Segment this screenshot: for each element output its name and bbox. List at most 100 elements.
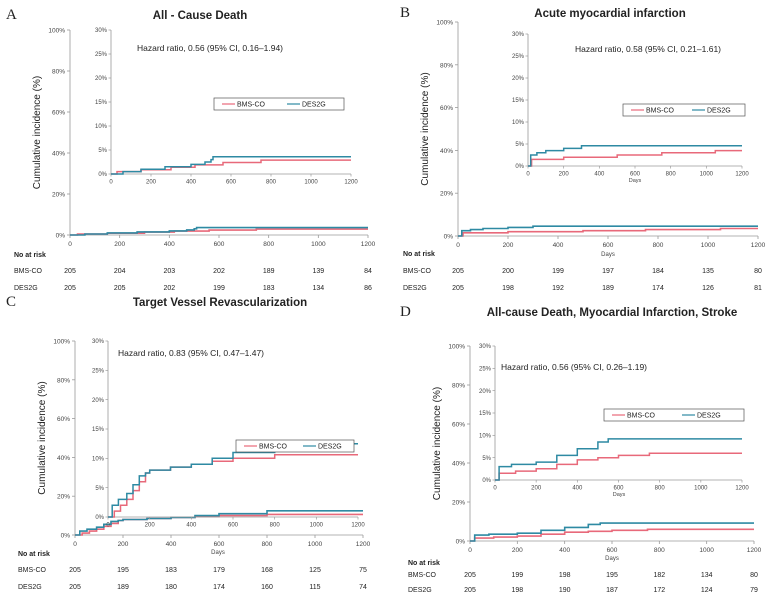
main-y-tick-label: 0% [56, 233, 66, 240]
main-x-tick-label: 1200 [356, 541, 371, 548]
main-x-tick-label: 200 [512, 547, 523, 554]
risk-value: 115 [309, 584, 320, 591]
main-x-tick-label: 1000 [311, 241, 326, 248]
inset-x-tick-label: 1200 [735, 172, 749, 178]
inset-x-axis-label: Days [613, 492, 626, 498]
risk-value: 139 [312, 268, 324, 275]
main-y-tick-label: 40% [440, 148, 453, 155]
main-x-tick-label: 800 [262, 541, 273, 548]
main-x-tick-label: 1000 [701, 242, 716, 249]
risk-value: 86 [364, 285, 372, 292]
risk-value: 84 [364, 268, 372, 275]
inset-x-tick-label: 1200 [344, 180, 358, 186]
main-series-des2g [470, 522, 754, 542]
risk-value: 183 [263, 285, 275, 292]
risk-row-label: BMS-CO [14, 268, 43, 275]
hazard-ratio-text: Hazard ratio, 0.58 (95% CI, 0.21–1.61) [575, 44, 721, 54]
inset-y-tick-label: 20% [95, 76, 108, 82]
risk-value: 182 [653, 572, 665, 579]
risk-value: 174 [213, 584, 225, 591]
risk-value: 197 [602, 268, 614, 275]
inset-y-tick-label: 0% [95, 515, 104, 521]
risk-value: 202 [213, 268, 225, 275]
inset-x-tick-label: 400 [186, 523, 197, 529]
main-x-tick-label: 0 [456, 242, 460, 249]
main-y-tick-label: 80% [452, 383, 465, 390]
risk-value: 189 [117, 584, 129, 591]
inset-y-tick-label: 30% [92, 339, 105, 345]
risk-value: 80 [750, 572, 758, 579]
main-x-tick-label: 0 [73, 541, 77, 548]
main-x-tick-label: 400 [164, 241, 175, 248]
risk-row-label: DES2G [408, 587, 432, 594]
legend-box [213, 97, 345, 111]
risk-value: 80 [754, 268, 762, 275]
risk-value: 81 [754, 285, 762, 292]
inset-y-tick-label: 20% [92, 398, 105, 404]
inset-x-tick-label: 800 [666, 172, 677, 178]
inset-x-tick-label: 1000 [694, 486, 708, 492]
risk-value: 135 [702, 268, 714, 275]
inset-x-tick-label: 0 [526, 172, 530, 178]
main-x-tick-label: 0 [468, 547, 472, 554]
inset-x-tick-label: 200 [146, 180, 157, 186]
main-x-tick-label: 800 [654, 547, 665, 554]
risk-table-header: No at risk [18, 551, 50, 558]
risk-value: 205 [452, 285, 464, 292]
main-y-tick-label: 0% [61, 533, 71, 540]
risk-value: 126 [702, 285, 714, 292]
main-y-tick-label: 20% [57, 494, 70, 501]
risk-value: 200 [502, 268, 514, 275]
main-y-tick-label: 60% [452, 422, 465, 429]
inset-y-tick-label: 30% [95, 28, 108, 34]
inset-x-tick-label: 800 [266, 180, 277, 186]
inset-x-axis-label: Days [629, 178, 642, 184]
risk-value: 199 [511, 572, 523, 579]
inset-y-tick-label: 25% [95, 52, 108, 58]
panel-a: A All - Cause Death 0% 20% 40% 60% 80% 100% 0 200… [6, 7, 376, 292]
main-y-axis-label: Cumulative incidence (%) [420, 72, 431, 185]
risk-row-label: DES2G [403, 285, 427, 292]
main-x-tick-label: 200 [114, 241, 125, 248]
risk-value: 134 [701, 572, 713, 579]
inset-x-tick-label: 600 [228, 523, 239, 529]
main-y-tick-label: 100% [448, 344, 465, 351]
main-y-axis-label: Cumulative incidence (%) [37, 381, 48, 494]
main-x-tick-label: 1000 [308, 541, 323, 548]
main-y-tick-label: 0% [444, 234, 454, 241]
hazard-ratio-text: Hazard ratio, 0.83 (95% CI, 0.47–1.47) [118, 348, 264, 358]
risk-value: 168 [261, 567, 273, 574]
main-x-axis-label: Days [601, 252, 615, 258]
main-x-tick-label: 600 [607, 547, 618, 554]
inset-y-tick-label: 5% [95, 486, 104, 492]
risk-row-label: BMS-CO [408, 572, 437, 579]
main-x-tick-label: 600 [214, 241, 225, 248]
main-y-tick-label: 40% [52, 151, 65, 158]
main-series-bms-co [458, 227, 758, 237]
risk-value: 202 [163, 285, 175, 292]
inset-series-bms-co [108, 454, 358, 518]
main-y-tick-label: 60% [52, 110, 65, 117]
main-y-tick-label: 80% [52, 69, 65, 76]
main-y-tick-label: 60% [440, 105, 453, 112]
risk-value: 205 [452, 268, 464, 275]
main-x-tick-label: 1200 [361, 241, 376, 248]
main-x-tick-label: 400 [166, 541, 177, 548]
inset-y-tick-label: 25% [92, 369, 105, 375]
risk-value: 199 [213, 285, 225, 292]
inset-x-tick-label: 200 [559, 172, 570, 178]
inset-series-des2g [108, 442, 358, 518]
main-x-tick-label: 800 [263, 241, 274, 248]
risk-row-label: DES2G [18, 584, 42, 591]
inset-x-tick-label: 600 [630, 172, 641, 178]
legend-box [235, 439, 355, 453]
risk-row-label: DES2G [14, 285, 38, 292]
risk-value: 160 [261, 584, 273, 591]
risk-value: 174 [652, 285, 664, 292]
inset-x-tick-label: 200 [145, 523, 156, 529]
risk-value: 172 [653, 587, 665, 594]
main-series-des2g [458, 225, 758, 237]
main-x-axis-label: Days [605, 556, 619, 562]
main-series-bms-co [70, 228, 368, 236]
